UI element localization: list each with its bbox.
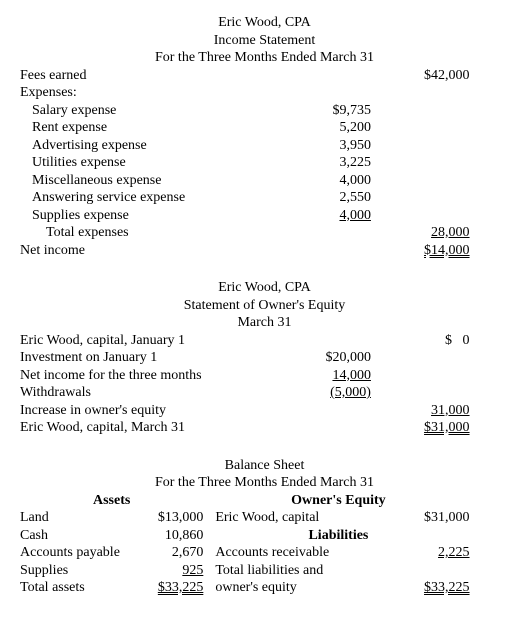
- increase-amount: 31,000: [373, 402, 472, 420]
- expense-amount: $9,735: [274, 102, 373, 120]
- expenses-header: Expenses:: [18, 84, 274, 102]
- ar-amount: 2,225: [383, 544, 472, 562]
- cash-amount: 10,860: [126, 527, 205, 545]
- withdrawals-amount: (5,000): [274, 384, 373, 402]
- income-statement: Eric Wood, CPA Income Statement For the …: [18, 14, 511, 259]
- cash-label: Cash: [18, 527, 126, 545]
- table-row: Total expenses 28,000: [18, 224, 511, 242]
- table-row: Net income $14,000: [18, 242, 511, 260]
- table-row: Rent expense 5,200: [18, 119, 511, 137]
- expense-amount: 5,200: [274, 119, 373, 137]
- is-company: Eric Wood, CPA: [18, 14, 511, 32]
- table-row: Advertising expense 3,950: [18, 137, 511, 155]
- oe-table: Eric Wood, capital, January 1 $ 0 Invest…: [18, 332, 511, 437]
- expense-label: Answering service expense: [18, 189, 274, 207]
- table-row: Answering service expense 2,550: [18, 189, 511, 207]
- total-le-label1: Total liabilities and: [205, 562, 382, 580]
- net-income-label: Net income: [18, 242, 274, 260]
- expense-label: Utilities expense: [18, 154, 274, 172]
- expense-amount: 2,550: [274, 189, 373, 207]
- table-row: Fees earned $42,000: [18, 67, 511, 85]
- total-le-label2: owner's equity: [205, 579, 382, 597]
- equity-header: Owner's Equity: [205, 492, 471, 510]
- expense-label: Supplies expense: [18, 207, 274, 225]
- bs-title: Balance Sheet: [18, 457, 511, 475]
- table-row: Expenses:: [18, 84, 511, 102]
- table-row: Investment on January 1 $20,000: [18, 349, 511, 367]
- is-title: Income Statement: [18, 32, 511, 50]
- total-expenses-label: Total expenses: [18, 224, 274, 242]
- withdrawals-label: Withdrawals: [18, 384, 274, 402]
- table-row: Total assets $33,225 owner's equity $33,…: [18, 579, 511, 597]
- invest-amount: $20,000: [274, 349, 373, 367]
- assets-header: Assets: [18, 492, 205, 510]
- ar-label: Accounts receivable: [205, 544, 382, 562]
- is-period: For the Three Months Ended March 31: [18, 49, 511, 67]
- oe-period: March 31: [18, 314, 511, 332]
- oe-company: Eric Wood, CPA: [18, 279, 511, 297]
- expense-label: Rent expense: [18, 119, 274, 137]
- liab-header: Liabilities: [205, 527, 471, 545]
- ni-amount: 14,000: [274, 367, 373, 385]
- balance-sheet: Balance Sheet For the Three Months Ended…: [18, 457, 511, 597]
- table-row: Supplies expense 4,000: [18, 207, 511, 225]
- supplies-label: Supplies: [18, 562, 126, 580]
- table-row: Eric Wood, capital, January 1 $ 0: [18, 332, 511, 350]
- ap-amount: 2,670: [126, 544, 205, 562]
- expense-label: Salary expense: [18, 102, 274, 120]
- cap-begin-label: Eric Wood, capital, January 1: [18, 332, 274, 350]
- expense-amount: 4,000: [274, 207, 373, 225]
- table-row: Miscellaneous expense 4,000: [18, 172, 511, 190]
- fees-earned-amount: $42,000: [373, 67, 472, 85]
- cap-begin-amount: $ 0: [373, 332, 472, 350]
- table-row: Salary expense $9,735: [18, 102, 511, 120]
- table-row: Utilities expense 3,225: [18, 154, 511, 172]
- cap-begin-currency: $: [445, 333, 452, 348]
- oe-title: Statement of Owner's Equity: [18, 297, 511, 315]
- land-label: Land: [18, 509, 126, 527]
- total-assets-amount: $33,225: [126, 579, 205, 597]
- total-assets-label: Total assets: [18, 579, 126, 597]
- cap-label: Eric Wood, capital: [205, 509, 382, 527]
- invest-label: Investment on January 1: [18, 349, 274, 367]
- supplies-amount: 925: [126, 562, 205, 580]
- cap-end-amount: $31,000: [373, 419, 472, 437]
- expense-amount: 3,225: [274, 154, 373, 172]
- table-row: Cash 10,860 Liabilities: [18, 527, 511, 545]
- ni-label: Net income for the three months: [18, 367, 274, 385]
- net-income-amount: $14,000: [373, 242, 472, 260]
- table-row: Land $13,000 Eric Wood, capital $31,000: [18, 509, 511, 527]
- cap-end-label: Eric Wood, capital, March 31: [18, 419, 274, 437]
- is-table: Fees earned $42,000 Expenses: Salary exp…: [18, 67, 511, 260]
- owners-equity-statement: Eric Wood, CPA Statement of Owner's Equi…: [18, 279, 511, 437]
- cap-begin-value: 0: [463, 333, 470, 348]
- table-row: Increase in owner's equity 31,000: [18, 402, 511, 420]
- cap-amount: $31,000: [383, 509, 472, 527]
- ap-label: Accounts payable: [18, 544, 126, 562]
- table-row: Supplies 925 Total liabilities and: [18, 562, 511, 580]
- bs-table: Assets Owner's Equity Land $13,000 Eric …: [18, 492, 511, 597]
- expense-amount: 4,000: [274, 172, 373, 190]
- expense-amount: 3,950: [274, 137, 373, 155]
- total-expenses-amount: 28,000: [373, 224, 472, 242]
- bs-period: For the Three Months Ended March 31: [18, 474, 511, 492]
- table-row: Eric Wood, capital, March 31 $31,000: [18, 419, 511, 437]
- increase-label: Increase in owner's equity: [18, 402, 274, 420]
- fees-earned-label: Fees earned: [18, 67, 274, 85]
- table-row: Withdrawals (5,000): [18, 384, 511, 402]
- table-row: Net income for the three months 14,000: [18, 367, 511, 385]
- land-amount: $13,000: [126, 509, 205, 527]
- table-row: Accounts payable 2,670 Accounts receivab…: [18, 544, 511, 562]
- expense-label: Advertising expense: [18, 137, 274, 155]
- total-le-amount: $33,225: [383, 579, 472, 597]
- table-row: Assets Owner's Equity: [18, 492, 511, 510]
- expense-label: Miscellaneous expense: [18, 172, 274, 190]
